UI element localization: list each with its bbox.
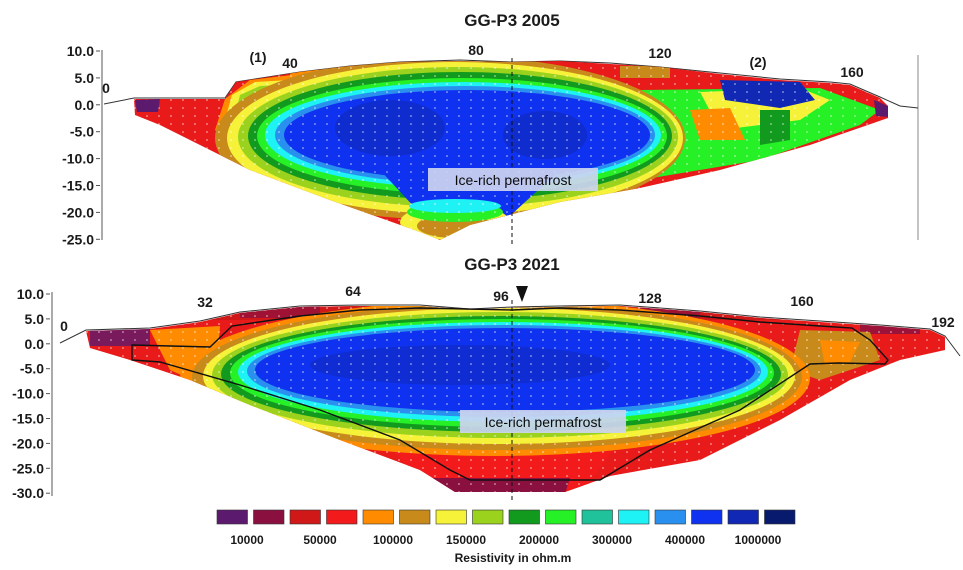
legend-label: 200000	[519, 533, 559, 547]
legend-swatch	[435, 509, 467, 525]
bottom-distance-192: 192	[931, 314, 955, 330]
legend-title: Resistivity in ohm.m	[455, 551, 572, 565]
top-annotation-box	[428, 168, 598, 191]
bottom-y-tick-label: 5.0	[25, 311, 45, 327]
top-marker-1: (1)	[249, 49, 266, 65]
legend-swatch	[472, 509, 504, 525]
bottom-y-tick-label: -5.0	[20, 361, 44, 377]
legend-label: 150000	[446, 533, 486, 547]
bottom-y-tick-label: 10.0	[17, 286, 44, 302]
legend-swatch	[253, 509, 285, 525]
top-right-edge	[874, 100, 888, 117]
legend-label: 50000	[303, 533, 337, 547]
legend-swatch	[618, 509, 650, 525]
top-distance-0: 0	[102, 80, 110, 96]
legend-swatch	[362, 509, 394, 525]
legend-label: 10000	[230, 533, 264, 547]
top-annotation-text: Ice-rich permafrost	[455, 172, 572, 188]
resistivity-legend: 10000 50000 100000 150000 200000 300000 400000…	[216, 509, 796, 547]
bottom-distance-96: 96	[493, 288, 509, 304]
top-distance-40: 40	[282, 55, 298, 71]
legend-swatch	[289, 509, 321, 525]
legend-swatch	[764, 509, 796, 525]
legend-swatch	[399, 509, 431, 525]
top-distance-120: 120	[648, 45, 672, 61]
bottom-y-tick-label: -15.0	[12, 411, 44, 427]
legend-label: 400000	[665, 533, 705, 547]
top-y-tick-label: -5.0	[70, 124, 94, 140]
top-left-edge	[135, 99, 160, 112]
legend-label: 100000	[373, 533, 413, 547]
legend-swatch	[326, 509, 358, 525]
legend-swatch	[581, 509, 613, 525]
top-y-tick-label: -20.0	[62, 204, 94, 220]
top-distance-80: 80	[468, 42, 484, 58]
legend-swatch	[727, 509, 759, 525]
top-y-tick-label: -10.0	[62, 151, 94, 167]
legend-swatch	[691, 509, 723, 525]
top-y-tick-label: 10.0	[67, 43, 94, 59]
legend-label: 300000	[592, 533, 632, 547]
bottom-y-tick-label: -25.0	[12, 460, 44, 476]
bottom-annotation-text: Ice-rich permafrost	[485, 414, 602, 430]
top-y-axis: 10.0 5.0 0.0 -5.0 -10.0 -15.0 -20.0 -25.0	[62, 43, 103, 247]
bottom-y-tick-label: 0.0	[25, 336, 45, 352]
top-distance-160: 160	[840, 64, 864, 80]
top-marker-2: (2)	[749, 54, 766, 70]
bottom-y-tick-label: -10.0	[12, 386, 44, 402]
bottom-distance-128: 128	[638, 290, 662, 306]
top-panel-title: GG-P3 2005	[464, 11, 559, 30]
legend-label: 1000000	[735, 533, 782, 547]
bottom-position-marker	[516, 286, 528, 302]
bottom-2005-outline	[131, 307, 889, 481]
legend-swatch	[654, 509, 686, 525]
bottom-y-tick-label: -30.0	[12, 485, 44, 501]
top-y-tick-label: -25.0	[62, 231, 94, 247]
legend-swatch	[545, 509, 577, 525]
top-y-tick-label: 0.0	[75, 97, 95, 113]
bottom-distance-64: 64	[345, 283, 361, 299]
bottom-panel-title: GG-P3 2021	[464, 255, 559, 274]
legend-swatch	[508, 509, 540, 525]
bottom-distance-32: 32	[197, 294, 213, 310]
bottom-resistivity-section	[86, 306, 945, 492]
bottom-distance-0: 0	[60, 318, 68, 334]
bottom-y-tick-label: -20.0	[12, 435, 44, 451]
bottom-distance-160: 160	[790, 293, 814, 309]
top-y-tick-label: 5.0	[75, 70, 95, 86]
bottom-y-axis: 10.0 5.0 0.0 -5.0 -10.0 -15.0 -20.0 -25.0 -30.0	[12, 286, 53, 501]
legend-swatch	[216, 509, 248, 525]
top-y-tick-label: -15.0	[62, 178, 94, 194]
bottom-annotation-box	[460, 410, 626, 433]
